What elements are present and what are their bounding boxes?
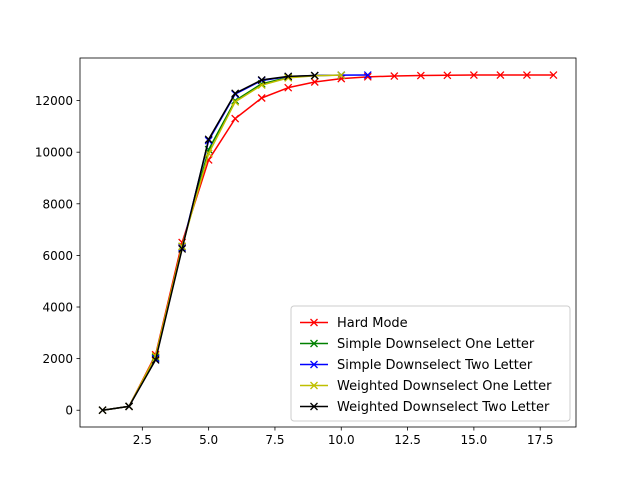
marker-stroke — [257, 94, 266, 102]
marker-stroke — [363, 71, 372, 79]
data-point — [363, 71, 372, 79]
data-point — [310, 71, 319, 80]
marker-stroke — [390, 72, 399, 81]
series-line — [102, 74, 342, 411]
marker-stroke — [231, 89, 240, 98]
data-point — [522, 71, 531, 79]
data-point — [231, 114, 240, 123]
legend-marker — [310, 339, 318, 348]
marker-stroke — [337, 74, 346, 83]
data-point — [496, 71, 505, 79]
data-point — [443, 71, 452, 80]
data-point — [310, 78, 319, 86]
data-point — [98, 406, 107, 415]
x-tick-label: 15.0 — [461, 433, 488, 447]
marker-stroke — [310, 381, 318, 390]
legend-box — [290, 305, 571, 422]
marker-stroke — [151, 355, 160, 364]
series-weighted-downselect-two-letter — [98, 71, 319, 415]
data-point — [390, 72, 399, 81]
data-point — [125, 402, 134, 411]
y-tick-label: 2000 — [42, 352, 73, 366]
y-tick-label: 12000 — [35, 94, 73, 108]
legend-entry-weighted-downselect-one-letter: Weighted Downselect One Letter — [300, 379, 552, 394]
data-point — [337, 74, 346, 83]
legend-entry-weighted-downselect-two-letter: Weighted Downselect Two Letter — [300, 400, 550, 415]
y-tick-label: 10000 — [35, 146, 73, 160]
marker-stroke — [310, 71, 319, 80]
x-tick-label: 12.5 — [394, 433, 421, 447]
marker-stroke — [310, 318, 318, 327]
data-point — [178, 244, 187, 253]
x-tick-label: 17.5 — [527, 433, 554, 447]
legend: Hard Mode Simple Downselect One Letter Sim… — [290, 305, 571, 422]
data-point — [257, 94, 266, 102]
marker-stroke — [284, 83, 293, 92]
marker-stroke — [310, 78, 319, 86]
legend-label: Simple Downselect One Letter — [337, 337, 535, 352]
marker-stroke — [125, 402, 134, 411]
legend-label: Weighted Downselect Two Letter — [337, 400, 550, 415]
marker-stroke — [98, 406, 107, 415]
plot-frame — [79, 57, 577, 428]
x-tick-label: 7.5 — [265, 433, 284, 447]
marker-stroke — [416, 71, 425, 80]
marker-stroke — [178, 244, 187, 253]
x-tick-label: 5.0 — [199, 433, 218, 447]
marker-stroke — [310, 402, 318, 411]
legend-marker — [310, 381, 318, 390]
data-point — [284, 72, 293, 81]
legend-label: Weighted Downselect One Letter — [337, 379, 552, 394]
legend-marker — [310, 318, 318, 327]
marker-stroke — [522, 71, 531, 79]
data-point — [469, 71, 478, 79]
data-point — [231, 97, 240, 106]
data-point — [337, 71, 346, 80]
marker-stroke — [231, 114, 240, 123]
marker-stroke — [257, 75, 266, 84]
data-point — [204, 135, 213, 144]
legend-label: Hard Mode — [337, 316, 408, 331]
legend-entry-simple-downselect-two-letter: Simple Downselect Two Letter — [300, 358, 533, 373]
legend-marker — [310, 360, 318, 369]
series-line — [102, 74, 554, 411]
marker-stroke — [204, 149, 213, 158]
axes-layer: 2.5 5.0 7.5 10.0 12.5 15.0 17.5 0 2000 4000 6000 80… — [35, 57, 577, 447]
marker-stroke — [549, 71, 558, 79]
legend-entry-simple-downselect-one-letter: Simple Downselect One Letter — [300, 337, 535, 352]
data-point — [151, 355, 160, 364]
marker-stroke — [443, 71, 452, 80]
y-tick-label: 0 — [65, 404, 73, 418]
data-point — [284, 83, 293, 92]
marker-stroke — [310, 360, 318, 369]
x-tick-label: 10.0 — [328, 433, 355, 447]
marker-stroke — [284, 72, 293, 81]
y-tick-label: 8000 — [42, 197, 73, 211]
legend-entry-hard-mode: Hard Mode — [300, 316, 408, 331]
marker-stroke — [204, 135, 213, 144]
x-tick-label: 2.5 — [133, 433, 152, 447]
marker-stroke — [337, 71, 346, 80]
series-layer — [98, 71, 558, 415]
data-point — [416, 71, 425, 80]
marker-stroke — [496, 71, 505, 79]
data-point — [257, 75, 266, 84]
marker-stroke — [231, 96, 240, 105]
marker-stroke — [363, 72, 372, 81]
data-point — [549, 71, 558, 79]
marker-stroke — [310, 339, 318, 348]
y-tick-label: 4000 — [42, 301, 73, 315]
data-point — [231, 89, 240, 98]
legend-marker — [310, 402, 318, 411]
marker-stroke — [469, 71, 478, 79]
legend-label: Simple Downselect Two Letter — [337, 358, 533, 373]
marker-stroke — [231, 97, 240, 106]
y-tick-label: 6000 — [42, 249, 73, 263]
